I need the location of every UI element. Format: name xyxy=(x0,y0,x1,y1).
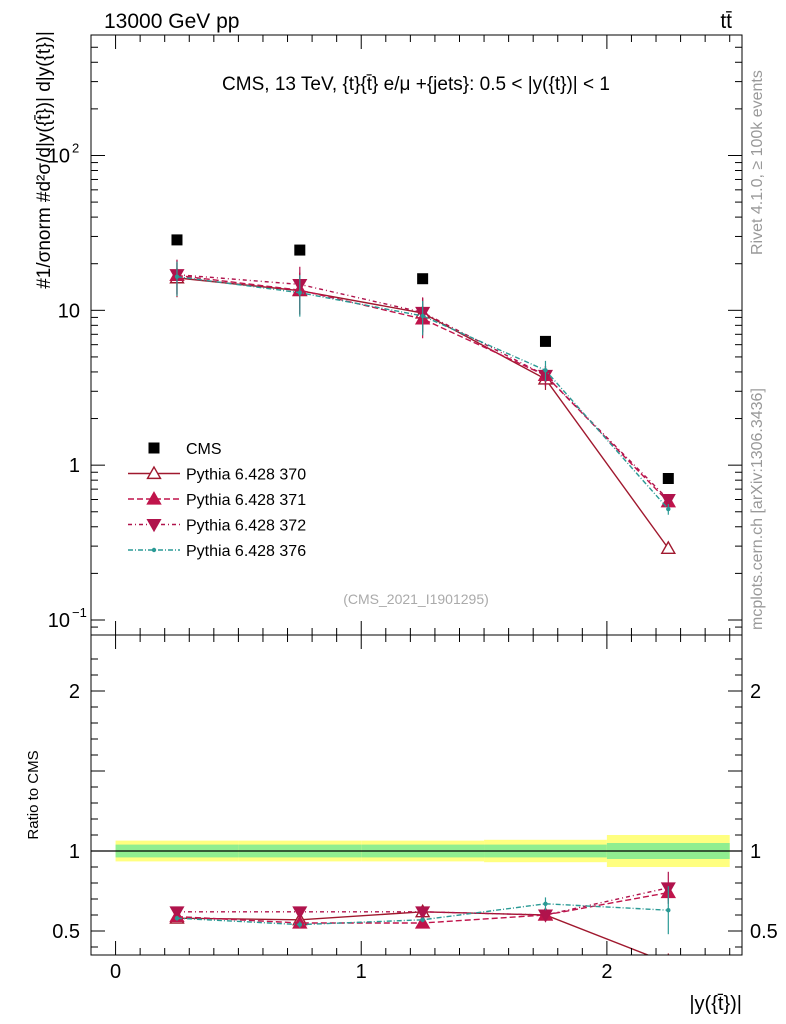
data-point xyxy=(666,506,671,512)
cms-data-point xyxy=(171,234,183,246)
analysis-id: (CMS_2021_I1901295) xyxy=(343,591,489,607)
y-tick-label: 1 xyxy=(69,455,80,477)
ratio-y-label: Ratio to CMS xyxy=(25,750,42,839)
ratio-y-tick-label: 0.5 xyxy=(52,921,80,943)
ratio-point xyxy=(292,906,308,920)
ratio-frame xyxy=(90,634,743,956)
data-point xyxy=(420,313,425,319)
data-point xyxy=(543,368,548,373)
x-tick-label: 1 xyxy=(356,961,367,983)
cms-data-point xyxy=(662,473,674,485)
y-tick-exponent: −1 xyxy=(72,605,87,620)
legend: CMS Pythia 6.428 370 Pythia 6.428 371 Pythi… xyxy=(128,441,306,560)
legend-marker-cms xyxy=(148,442,160,454)
ratio-point xyxy=(174,916,180,921)
legend-entry: Pythia 6.428 370 xyxy=(128,465,306,484)
y-tick-label: 10 xyxy=(48,145,70,167)
y-tick-label: 10 xyxy=(48,610,70,632)
data-point xyxy=(297,290,303,295)
y-axis-title: #1/σnorm #d²σ/d|y({t̄})| d|y({t})| xyxy=(34,31,55,289)
mcplots-label: mcplots.cern.ch [arXiv:1306.3436] xyxy=(749,388,766,630)
series-line xyxy=(176,275,669,510)
data-point xyxy=(660,494,676,508)
ratio-point xyxy=(666,908,671,913)
ratio-point xyxy=(297,922,303,927)
cms-data-point xyxy=(539,335,551,347)
ratio-panel xyxy=(90,634,743,968)
process-label: tt̄ xyxy=(720,10,732,33)
ratio-series-line xyxy=(176,903,669,926)
x-tick-label: 0 xyxy=(110,961,121,983)
ratio-y-tick-label-right: 1 xyxy=(750,841,761,863)
legend-label: Pythia 6.428 376 xyxy=(186,543,306,560)
legend-marker xyxy=(146,491,162,505)
rivet-label: Rivet 4.1.0, ≥ 100k events xyxy=(749,70,766,255)
series-line xyxy=(176,274,669,503)
legend-marker xyxy=(146,465,162,480)
ratio-y-tick-label-right: 0.5 xyxy=(750,921,778,943)
legend-marker xyxy=(146,519,162,533)
ratio-point xyxy=(415,906,431,920)
cms-data-point xyxy=(417,273,429,285)
x-axis-label: |y({t̄})| xyxy=(689,993,742,1015)
chart-title: CMS, 13 TeV, {t}{t̄} e/μ +{jets}: 0.5 < … xyxy=(222,74,610,95)
data-point xyxy=(660,540,677,554)
ratio-point xyxy=(662,957,675,968)
cms-data-point xyxy=(294,244,306,256)
x-tick-label: 2 xyxy=(601,961,612,983)
ratio-y-tick-label-right: 2 xyxy=(750,681,761,703)
ratio-point xyxy=(420,917,425,922)
data-point xyxy=(174,274,180,279)
y-axis-label: #1/σnorm #d²σ/d|y({t̄})| d|y({t})| xyxy=(34,31,55,289)
legend-label-cms: CMS xyxy=(186,441,222,458)
ratio-y-tick-label: 2 xyxy=(69,681,80,703)
y-tick-exponent: 2 xyxy=(72,140,79,155)
ratio-point xyxy=(543,901,548,906)
legend-entry: Pythia 6.428 376 xyxy=(128,543,306,560)
ratio-point xyxy=(169,906,185,920)
legend-marker xyxy=(151,547,157,553)
legend-label: Pythia 6.428 371 xyxy=(186,492,306,509)
legend-entry-cms: CMS xyxy=(148,441,222,458)
legend-label: Pythia 6.428 370 xyxy=(186,467,306,484)
ratio-y-tick-label: 1 xyxy=(69,841,80,863)
legend-entry: Pythia 6.428 371 xyxy=(128,491,306,509)
legend-label: Pythia 6.428 372 xyxy=(186,518,306,535)
y-tick-label: 10 xyxy=(58,300,80,322)
main-panel: CMS, 13 TeV, {t}{t̄} e/μ +{jets}: 0.5 < … xyxy=(90,34,743,636)
energy-label: 13000 GeV pp xyxy=(104,10,239,33)
legend-entry: Pythia 6.428 372 xyxy=(128,518,306,535)
ratio-y-axis-title: Ratio to CMS xyxy=(25,750,42,839)
